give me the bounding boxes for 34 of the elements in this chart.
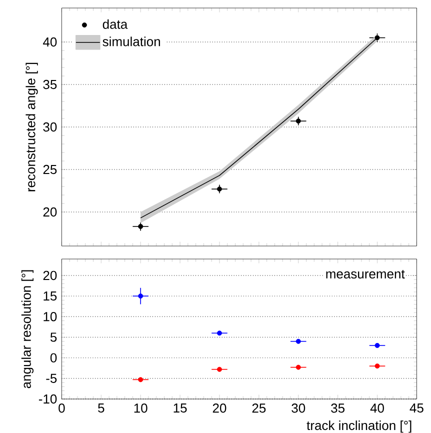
- y-tick-label: 15: [44, 292, 57, 301]
- y-tick-label: 20: [43, 207, 57, 217]
- x-tick-label: 40: [370, 404, 384, 413]
- x-tick-label: 10: [134, 404, 148, 413]
- y-tick-label: 40: [43, 37, 57, 47]
- x-tick-label: 15: [174, 404, 187, 413]
- x-tick-label: 5: [98, 404, 104, 413]
- y-axis-title: angular resolution [°]: [21, 270, 34, 388]
- legend-label: data: [102, 19, 128, 29]
- point: [138, 294, 144, 299]
- y-tick-label: 20: [43, 270, 57, 280]
- y-tick-label: -10: [38, 394, 57, 404]
- y-tick-label: 5: [50, 332, 57, 342]
- point: [374, 342, 380, 348]
- x-tick-label: 25: [252, 404, 266, 413]
- y-tick-label: 30: [43, 122, 57, 132]
- y-tick-label: 0: [50, 353, 57, 362]
- point: [216, 330, 222, 336]
- x-tick-label: 0: [58, 404, 65, 413]
- y-tick-label: -5: [46, 374, 57, 383]
- point: [138, 377, 144, 382]
- legend-label: simulation: [102, 36, 160, 46]
- y-tick-label: 10: [44, 312, 57, 322]
- point: [374, 364, 380, 369]
- x-axis-title: track inclination [°]: [306, 420, 412, 433]
- y-tick-label: 25: [43, 164, 57, 174]
- x-tick-label: 30: [292, 404, 306, 413]
- y-axis-title: reconstructed angle [°]: [26, 62, 38, 192]
- x-tick-label: 20: [212, 404, 226, 413]
- x-tick-label: 35: [331, 404, 344, 413]
- point: [216, 366, 222, 372]
- x-tick-label: 45: [410, 404, 424, 413]
- annotation: measurement: [326, 270, 405, 279]
- y-tick-label: 35: [43, 80, 57, 90]
